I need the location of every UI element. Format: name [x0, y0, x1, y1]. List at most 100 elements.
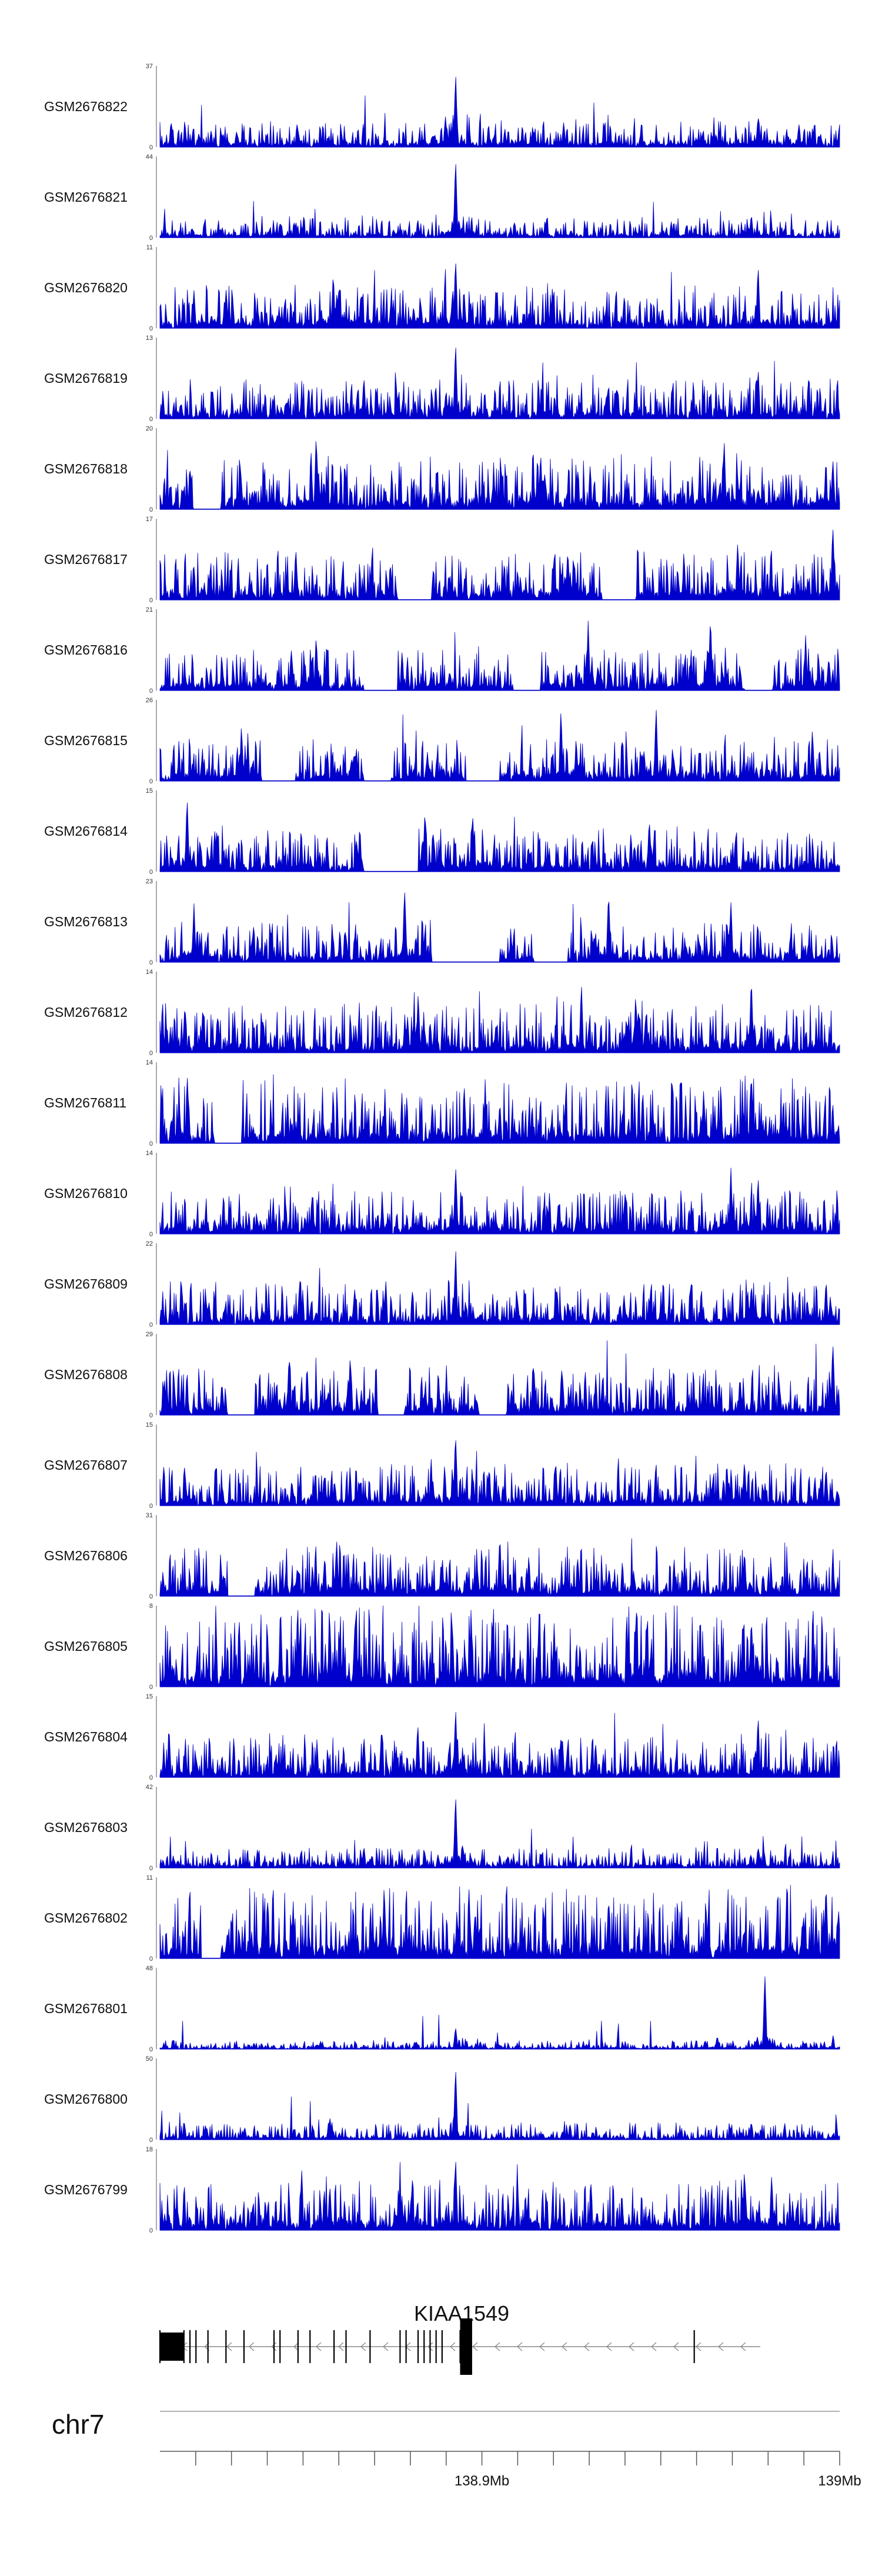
track-GSM2676817: GSM2676817 17 0 — [44, 516, 840, 604]
signal-area — [159, 1711, 840, 1778]
signal-area — [159, 2071, 840, 2140]
chromosome-label: chr7 — [52, 2409, 104, 2440]
strand-arrow — [383, 2342, 389, 2351]
track-GSM2676816: GSM2676816 21 0 — [44, 606, 840, 695]
strand-arrow — [606, 2342, 612, 2351]
track-GSM2676802: GSM2676802 11 0 — [44, 1874, 840, 1963]
y-min-tick-label: 0 — [149, 2227, 153, 2234]
signal-area — [159, 263, 840, 329]
signal-area — [159, 1538, 840, 1597]
track-label: GSM2676809 — [44, 1276, 128, 1292]
y-max-tick-label: 22 — [146, 1240, 153, 1247]
y-min-tick-label: 0 — [149, 506, 153, 513]
y-max-tick-label: 42 — [146, 1784, 153, 1791]
gene-model: KIAA1549 — [159, 2301, 760, 2375]
y-min-tick-label: 0 — [149, 1684, 153, 1691]
y-max-tick-label: 44 — [146, 154, 153, 161]
y-min-tick-label: 0 — [149, 688, 153, 695]
track-GSM2676819: GSM2676819 13 0 — [44, 335, 840, 423]
signal-area — [159, 2161, 840, 2231]
y-min-tick-label: 0 — [149, 2046, 153, 2053]
signal-area — [159, 1074, 840, 1144]
y-max-tick-label: 15 — [146, 788, 153, 795]
track-label: GSM2676819 — [44, 371, 128, 386]
track-GSM2676803: GSM2676803 42 0 — [44, 1784, 840, 1872]
y-max-tick-label: 15 — [146, 1693, 153, 1700]
track-GSM2676804: GSM2676804 15 0 — [44, 1693, 840, 1781]
utr-block — [160, 2333, 184, 2361]
signal-area — [159, 1440, 840, 1506]
y-max-tick-label: 37 — [146, 63, 153, 70]
track-label: GSM2676800 — [44, 2091, 128, 2107]
signal-area — [159, 164, 840, 239]
y-min-tick-label: 0 — [149, 597, 153, 604]
axis-tick-label: 138.9Mb — [455, 2473, 509, 2489]
signal-area — [159, 892, 840, 963]
strand-arrow — [740, 2342, 746, 2351]
track-label: GSM2676813 — [44, 914, 128, 929]
track-label: GSM2676799 — [44, 2182, 128, 2197]
track-label: GSM2676820 — [44, 280, 128, 295]
track-label: GSM2676806 — [44, 1548, 128, 1563]
y-min-tick-label: 0 — [149, 1865, 153, 1872]
signal-area — [159, 620, 840, 691]
y-max-tick-label: 21 — [146, 606, 153, 613]
track-GSM2676822: GSM2676822 37 0 — [44, 63, 840, 151]
track-label: GSM2676822 — [44, 99, 128, 114]
strand-arrow — [293, 2342, 299, 2351]
y-min-tick-label: 0 — [149, 1593, 153, 1600]
strand-arrow — [584, 2342, 590, 2351]
signal-area — [159, 76, 840, 148]
strand-arrow — [360, 2342, 366, 2351]
y-max-tick-label: 11 — [146, 1874, 153, 1881]
track-label: GSM2676803 — [44, 1820, 128, 1835]
track-label: GSM2676807 — [44, 1457, 128, 1473]
track-GSM2676801: GSM2676801 48 0 — [44, 1965, 840, 2053]
signal-area — [159, 1605, 840, 1688]
signal-area — [159, 441, 840, 510]
y-max-tick-label: 50 — [146, 2056, 153, 2063]
strand-arrow — [316, 2342, 322, 2351]
track-label: GSM2676808 — [44, 1367, 128, 1382]
axis-tick-label: 139Mb — [818, 2473, 861, 2489]
signal-area — [159, 348, 840, 420]
y-min-tick-label: 0 — [149, 325, 153, 332]
track-label: GSM2676814 — [44, 823, 128, 839]
track-GSM2676815: GSM2676815 26 0 — [44, 697, 840, 785]
y-min-tick-label: 0 — [149, 2137, 153, 2144]
y-min-tick-label: 0 — [149, 144, 153, 151]
y-max-tick-label: 8 — [149, 1603, 153, 1610]
track-GSM2676810: GSM2676810 14 0 — [44, 1150, 840, 1238]
y-max-tick-label: 17 — [146, 516, 153, 523]
y-max-tick-label: 31 — [146, 1512, 153, 1519]
strand-arrow — [696, 2342, 701, 2351]
y-min-tick-label: 0 — [149, 1050, 153, 1057]
y-min-tick-label: 0 — [149, 959, 153, 966]
y-max-tick-label: 13 — [146, 335, 153, 342]
track-label: GSM2676801 — [44, 2001, 128, 2016]
track-GSM2676818: GSM2676818 20 0 — [44, 425, 840, 513]
track-GSM2676820: GSM2676820 11 0 — [44, 244, 840, 332]
y-max-tick-label: 23 — [146, 878, 153, 885]
track-label: GSM2676810 — [44, 1186, 128, 1201]
strand-arrow — [651, 2342, 657, 2351]
track-label: GSM2676812 — [44, 1005, 128, 1020]
track-label: GSM2676818 — [44, 461, 128, 476]
track-label: GSM2676817 — [44, 552, 128, 567]
track-label: GSM2676821 — [44, 189, 128, 205]
y-min-tick-label: 0 — [149, 778, 153, 785]
track-label: GSM2676815 — [44, 733, 128, 748]
utr-block — [460, 2318, 472, 2375]
y-max-tick-label: 14 — [146, 1059, 153, 1066]
y-min-tick-label: 0 — [149, 1231, 153, 1238]
signal-tracks: GSM2676822370GSM2676821440GSM2676820110G… — [44, 63, 840, 2234]
strand-arrow — [629, 2342, 634, 2351]
y-min-tick-label: 0 — [149, 1140, 153, 1147]
signal-area — [159, 1799, 840, 1869]
strand-arrow — [718, 2342, 724, 2351]
y-max-tick-label: 15 — [146, 1422, 153, 1429]
strand-arrow — [562, 2342, 567, 2351]
y-min-tick-label: 0 — [149, 1322, 153, 1329]
track-GSM2676807: GSM2676807 15 0 — [44, 1422, 840, 1510]
